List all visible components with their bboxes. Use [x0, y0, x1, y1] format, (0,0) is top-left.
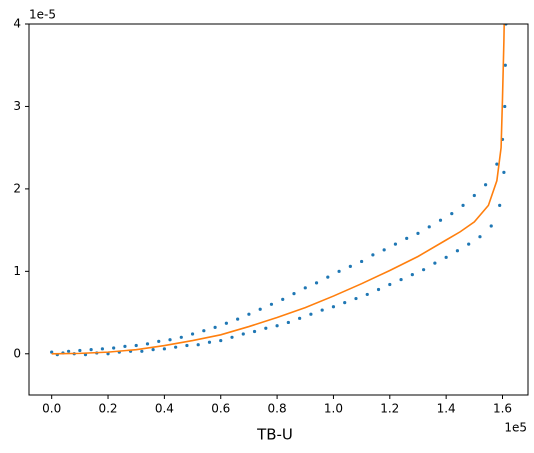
scatter-point [365, 292, 369, 297]
x-tick-label: 1.4 [437, 402, 456, 416]
scatter-point [196, 343, 200, 347]
scatter-point [489, 224, 493, 228]
scatter-point [286, 320, 290, 325]
scatter-point [281, 297, 285, 301]
scatter-point [140, 349, 144, 353]
x-tick-label: 0.2 [98, 402, 117, 416]
scatter-point [337, 269, 341, 273]
scatter-point [495, 162, 499, 166]
y-tick-label: 0 [13, 346, 21, 360]
scatter-point [472, 193, 476, 198]
x-tick-label: 0.0 [42, 402, 61, 416]
scatter-point [134, 343, 138, 348]
scatter-point [269, 302, 274, 306]
y-tick-label: 1 [13, 264, 21, 278]
scatter-point [123, 344, 127, 348]
scatter-point [174, 345, 178, 349]
scatter-point [258, 307, 262, 311]
scatter-point [376, 287, 381, 292]
scatter-point [66, 349, 71, 353]
scatter-point [275, 324, 279, 328]
scatter-point [213, 325, 217, 329]
scatter-point [236, 317, 240, 321]
scatter-point [292, 291, 296, 296]
scatter-point [168, 338, 172, 342]
scatter-point [455, 249, 460, 253]
scatter-point [360, 259, 364, 264]
scatter-point [224, 321, 228, 325]
y-offset-label: 1e-5 [29, 8, 56, 22]
scatter-point [433, 261, 437, 265]
scatter-point [162, 347, 166, 351]
scatter-point [354, 296, 358, 301]
x-tick-label: 1.2 [380, 402, 399, 416]
scatter-point [219, 338, 223, 343]
scatter-point [303, 286, 307, 290]
scatter-point [202, 329, 206, 333]
scatter-point [410, 273, 414, 277]
axes-frame [28, 23, 529, 396]
scatter-point [185, 343, 189, 348]
scatter-point [461, 203, 465, 207]
x-axis-label: TB-U [256, 426, 293, 444]
scatter-point [112, 346, 116, 350]
scatter-point [89, 348, 93, 352]
scatter-point [331, 305, 336, 309]
scatter-point [179, 335, 183, 339]
scatter-point [264, 326, 268, 330]
scatter-point [247, 312, 251, 316]
scatter-point [78, 348, 82, 353]
scatter-point [399, 277, 403, 282]
x-tick-label: 1.6 [493, 402, 512, 416]
scatter-point [444, 255, 448, 259]
scatter-point [422, 268, 426, 272]
scatter-point [416, 231, 420, 236]
scatter-point [314, 281, 319, 285]
scatter-point [427, 225, 431, 229]
y-tick-label: 4 [13, 17, 21, 31]
scatter-point [343, 301, 347, 305]
scatter-point [467, 242, 471, 246]
scatter-point [498, 203, 502, 207]
scatter-point [151, 348, 155, 352]
scatter-point [207, 340, 212, 344]
scatter-point [309, 312, 313, 316]
y-tick-label: 3 [13, 99, 21, 113]
scatter-point [50, 350, 54, 354]
scatter-point [320, 308, 324, 312]
scatter-point [298, 316, 302, 320]
scatter-point [478, 235, 482, 239]
scatter-point [405, 236, 409, 240]
y-tick-label: 2 [13, 181, 21, 195]
plot-area [50, 24, 508, 357]
scatter-point [106, 352, 110, 356]
scatter-point [393, 242, 398, 246]
scatter-point [145, 342, 150, 346]
scatter-point [450, 212, 454, 216]
scatter-point [503, 63, 507, 67]
x-offset-label: 1e5 [504, 421, 527, 435]
scatter-point [230, 335, 234, 339]
scatter-point [100, 347, 104, 351]
scatter-point [326, 275, 330, 279]
x-tick-label: 0.6 [211, 402, 230, 416]
scatter-point [502, 170, 506, 174]
scatter-point [252, 329, 257, 334]
scatter-point [483, 183, 488, 187]
scatter-point [382, 248, 386, 252]
fit-line [51, 24, 505, 355]
x-tick-label: 1.0 [324, 402, 343, 416]
x-tick-label: 0.4 [155, 402, 174, 416]
x-tick-label: 0.8 [268, 402, 287, 416]
scatter-point [388, 282, 392, 287]
scatter-point [157, 339, 161, 344]
scatter-point [438, 218, 443, 222]
scatter-point [348, 264, 352, 268]
scatter-point [503, 104, 507, 109]
scatter-point [371, 253, 375, 257]
scatter-point [190, 332, 195, 336]
scatter-point [241, 332, 245, 336]
